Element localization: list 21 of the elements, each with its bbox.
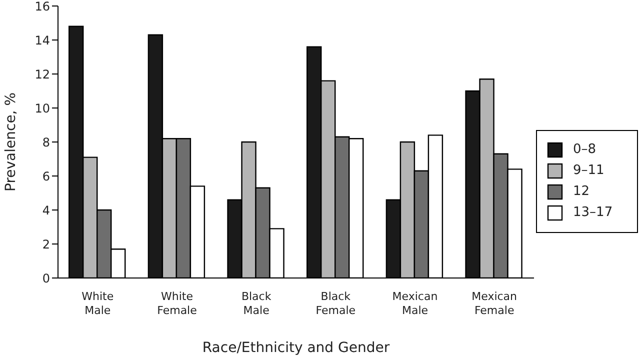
y-tick-label: 2 xyxy=(42,237,50,252)
legend-label: 9–11 xyxy=(573,163,604,178)
legend-label: 12 xyxy=(573,184,590,199)
y-tick-label: 6 xyxy=(42,169,50,184)
x-tick-label: Mexican Female xyxy=(472,290,518,317)
y-tick-label: 10 xyxy=(34,101,50,116)
y-tick-label: 12 xyxy=(34,67,50,82)
x-tick-label: Black Male xyxy=(241,290,272,317)
x-axis-title: Race/Ethnicity and Gender xyxy=(202,340,390,356)
x-tick-label: White Female xyxy=(157,290,198,317)
x-tick-label: Black Female xyxy=(316,290,356,317)
y-tick-label: 14 xyxy=(34,33,50,48)
x-tick-label: Mexican Male xyxy=(392,290,438,317)
y-tick-label: 8 xyxy=(42,135,50,150)
y-tick-label: 0 xyxy=(42,271,50,286)
legend-label: 0–8 xyxy=(573,142,596,157)
x-tick-label: White Male xyxy=(82,290,114,317)
y-axis-title: Prevalence, % xyxy=(2,92,19,192)
legend-label: 13–17 xyxy=(573,205,613,220)
y-tick-label: 16 xyxy=(34,0,50,14)
y-tick-label: 4 xyxy=(42,203,50,218)
